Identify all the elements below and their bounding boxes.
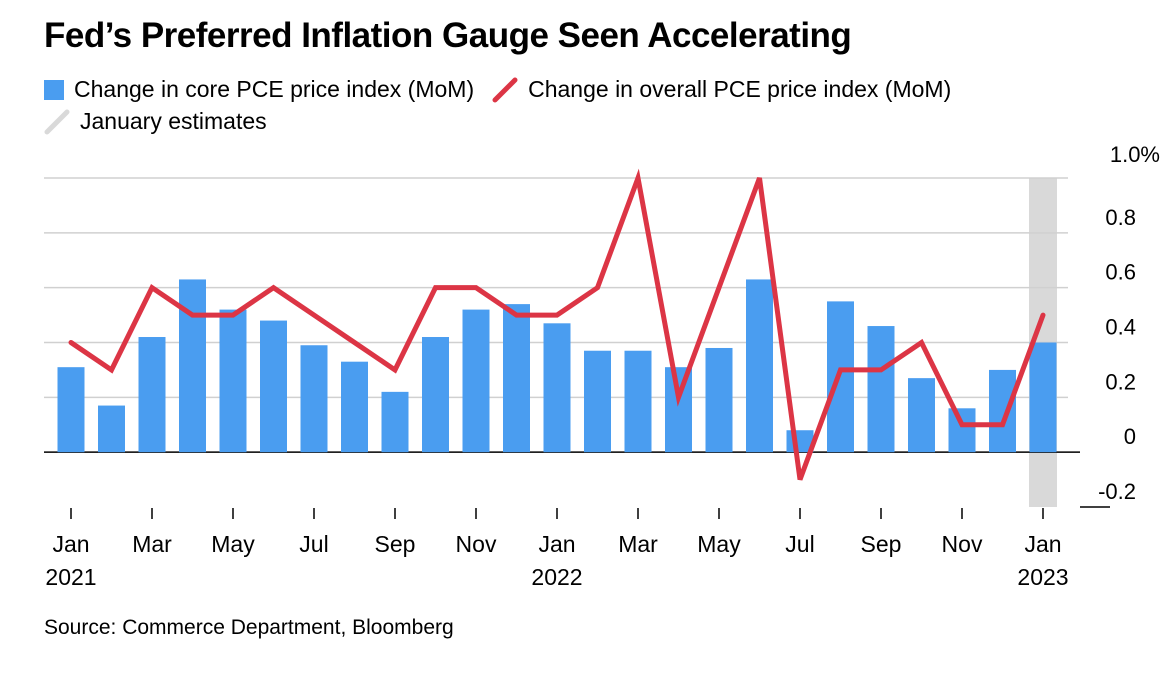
core-pce-bar bbox=[746, 279, 773, 453]
core-pce-bar bbox=[98, 405, 125, 453]
core-pce-bar bbox=[179, 279, 206, 453]
x-tick-label-month: Sep bbox=[861, 531, 902, 557]
core-pce-bar bbox=[503, 304, 530, 453]
core-pce-bar bbox=[908, 378, 935, 453]
core-pce-bar bbox=[300, 345, 328, 453]
y-tick-label: 0.6 bbox=[1105, 260, 1136, 285]
x-tick-label-month: Jan bbox=[1024, 531, 1061, 557]
core-pce-bar bbox=[422, 337, 449, 453]
overall-pce-line bbox=[68, 168, 1046, 481]
x-tick-label-month: Jan bbox=[52, 531, 89, 557]
source-note: Source: Commerce Department, Bloomberg bbox=[44, 616, 454, 639]
y-tick-label: -0.2 bbox=[1098, 479, 1136, 504]
legend-label-estimates: January estimates bbox=[80, 108, 267, 134]
x-tick-label-year: 2023 bbox=[1017, 564, 1068, 590]
x-tick-label-month: Nov bbox=[456, 531, 497, 557]
core-pce-bar bbox=[219, 309, 247, 453]
x-tick-label-year: 2021 bbox=[45, 564, 96, 590]
legend: Change in core PCE price index (MoM) Cha… bbox=[44, 76, 969, 103]
core-pce-bar bbox=[867, 326, 895, 453]
core-pce-bar bbox=[705, 347, 733, 453]
legend-label-core: Change in core PCE price index (MoM) bbox=[74, 76, 475, 102]
core-pce-bar bbox=[624, 350, 652, 453]
legend-item-overall: Change in overall PCE price index (MoM) bbox=[492, 76, 951, 103]
x-tick-label-month: Mar bbox=[618, 531, 658, 557]
core-pce-bar bbox=[584, 350, 611, 453]
x-tick-label-year: 2022 bbox=[531, 564, 582, 590]
legend-swatch-estimates bbox=[44, 109, 70, 134]
core-pce-bar bbox=[462, 309, 490, 453]
core-pce-bar bbox=[138, 337, 166, 453]
y-tick-label: 0 bbox=[1124, 424, 1136, 449]
x-tick-label-month: Jul bbox=[785, 531, 814, 557]
legend-swatch-core bbox=[44, 79, 64, 100]
x-tick-label-month: Mar bbox=[132, 531, 172, 557]
core-pce-bar bbox=[543, 323, 571, 453]
y-tick-label: 0.8 bbox=[1105, 205, 1136, 230]
core-pce-bar bbox=[989, 369, 1016, 453]
y-tick-label: 0.2 bbox=[1105, 369, 1136, 394]
core-pce-bar bbox=[665, 367, 692, 453]
x-tick-label-month: Sep bbox=[375, 531, 416, 557]
x-tick-label-month: Nov bbox=[942, 531, 983, 557]
y-tick-label: 1.0% bbox=[1110, 142, 1160, 167]
x-tick-label-month: Jan bbox=[538, 531, 575, 557]
core-pce-bar bbox=[381, 391, 409, 453]
legend-row-estimates: January estimates bbox=[44, 108, 285, 135]
legend-swatch-overall bbox=[492, 77, 518, 102]
chart-title: Fed’s Preferred Inflation Gauge Seen Acc… bbox=[44, 16, 852, 55]
x-tick-label-month: Jul bbox=[299, 531, 328, 557]
x-tick-label-month: May bbox=[697, 531, 741, 557]
legend-item-core: Change in core PCE price index (MoM) bbox=[44, 76, 474, 103]
core-pce-bar bbox=[948, 408, 976, 453]
x-tick-label-month: May bbox=[211, 531, 255, 557]
core-pce-bar bbox=[1029, 342, 1057, 453]
core-pce-bar bbox=[57, 367, 85, 453]
legend-item-estimates: January estimates bbox=[44, 108, 267, 135]
y-tick-label: 0.4 bbox=[1105, 315, 1136, 340]
core-pce-bar bbox=[260, 320, 287, 453]
core-pce-bar bbox=[341, 361, 368, 453]
legend-label-overall: Change in overall PCE price index (MoM) bbox=[528, 76, 952, 102]
